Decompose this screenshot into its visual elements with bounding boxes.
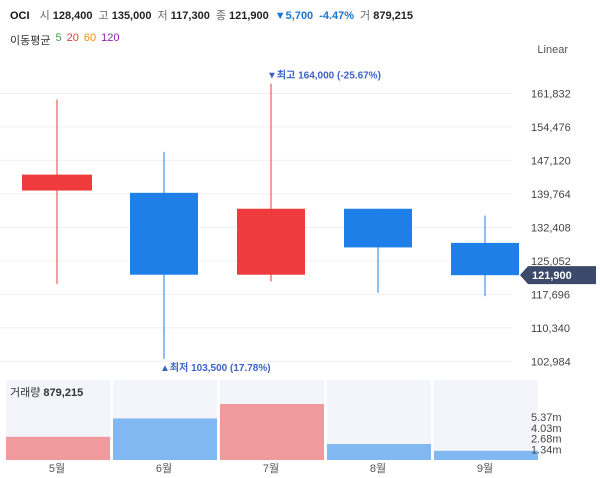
ma-period-5[interactable]: 5 — [55, 32, 62, 44]
volume-axis-tick-1: 4.03m — [531, 423, 562, 435]
quote-header: OCI 시 128,400 고 135,000 저 117,300 종 121,… — [10, 7, 413, 23]
price-axis-tick-2: 147,120 — [531, 155, 571, 167]
price-axis-tick-3: 139,764 — [531, 189, 571, 201]
x-axis-label-3: 8월 — [370, 462, 386, 475]
high-label: 고 — [98, 10, 109, 22]
x-axis-label-1: 6월 — [156, 462, 172, 475]
candle-body-3 — [344, 208, 412, 248]
current-price-label: 121,900 — [532, 270, 572, 282]
price-axis-tick-6: 117,696 — [531, 289, 570, 301]
min-price-annotation: ▲최저 103,500 (17.78%) — [160, 361, 271, 374]
volume-bar-3 — [327, 444, 431, 460]
candle-body-1 — [130, 192, 198, 275]
volume-value: 879,215 — [373, 10, 413, 22]
volume-axis-tick-0: 5.37m — [531, 412, 562, 424]
volume-bar-1 — [113, 418, 217, 460]
ma-period-20[interactable]: 20 — [66, 32, 79, 44]
close-value: 121,900 — [229, 10, 269, 22]
x-axis-label-0: 5월 — [49, 462, 65, 475]
current-price-badge — [520, 266, 596, 285]
volume-axis-tick-3: 1.34m — [531, 444, 562, 456]
ma-period-60[interactable]: 60 — [83, 32, 97, 44]
price-axis-tick-4: 132,408 — [531, 222, 571, 234]
change-percent: -4.47% — [319, 10, 355, 22]
open-label: 시 — [39, 10, 50, 22]
change-value: ▼5,700 — [274, 10, 314, 22]
volume-bar-0 — [6, 436, 110, 460]
price-axis-tick-0: 161,832 — [531, 88, 571, 100]
close-label: 종 — [215, 10, 226, 22]
symbol-label: OCI — [10, 10, 30, 22]
high-value: 135,000 — [111, 10, 152, 22]
candle-body-0 — [22, 174, 92, 191]
ma-period-120[interactable]: 120 — [101, 32, 120, 44]
moving-average-label: 이동평균 — [10, 35, 51, 47]
price-axis-tick-1: 154,476 — [531, 122, 571, 134]
volume-axis-tick-2: 2.68m — [531, 434, 562, 446]
low-label: 저 — [157, 10, 168, 22]
volume-bar-4 — [434, 450, 538, 460]
x-axis-label-2: 7월 — [263, 462, 279, 475]
volume-column-bg — [434, 380, 538, 460]
low-value: 117,300 — [170, 10, 210, 22]
price-axis-tick-5: 125,052 — [531, 256, 571, 268]
x-axis-label-4: 9월 — [477, 462, 493, 475]
price-axis-tick-7: 110,340 — [531, 323, 570, 335]
candle-body-2 — [237, 208, 305, 275]
candle-body-4 — [451, 242, 519, 276]
scale-mode-toggle[interactable]: Linear — [537, 44, 568, 56]
price-axis-tick-8: 102,984 — [531, 356, 571, 368]
moving-average-legend[interactable]: 이동평균 5 20 60 120 — [10, 32, 119, 48]
max-price-annotation: ▼최고 164,000 (-25.67%) — [267, 69, 381, 82]
volume-bar-2 — [220, 404, 324, 460]
volume-label: 거 — [360, 10, 371, 22]
volume-title: 거래량 879,215 — [10, 386, 83, 399]
open-value: 128,400 — [52, 10, 93, 22]
